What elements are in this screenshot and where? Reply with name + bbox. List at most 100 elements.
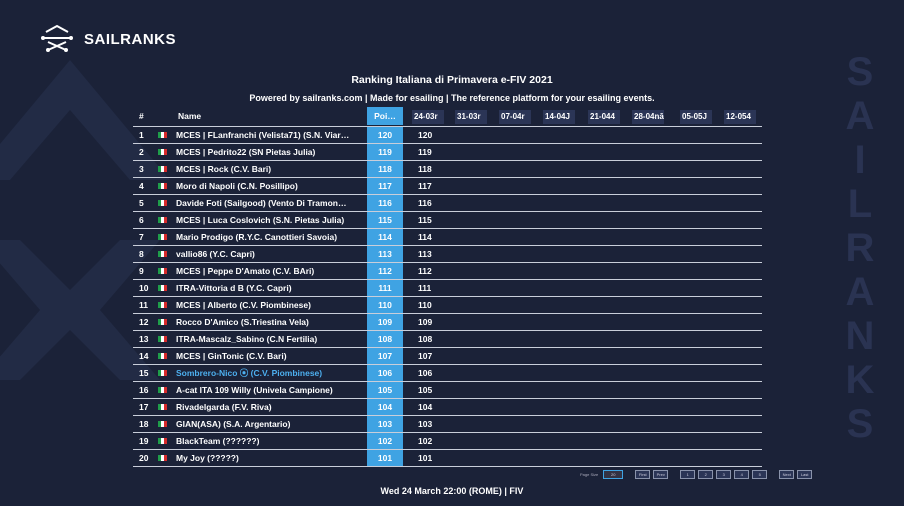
- italy-flag-icon: [158, 132, 167, 138]
- sailor-name[interactable]: Davide Foti (Sailgood) (Vento Di Tramon…: [176, 198, 347, 208]
- points-cell: 105: [367, 382, 403, 398]
- table-row[interactable]: 18 GIAN(ASA) (S.A. Argentario) 103 103: [133, 416, 762, 433]
- table-row[interactable]: 14 MCES | GinTonic (C.V. Bari) 107 107: [133, 348, 762, 365]
- race-score-cell: 109: [418, 317, 433, 327]
- page-number-button[interactable]: 3: [716, 470, 732, 479]
- sailor-name[interactable]: My Joy (?????): [176, 453, 239, 463]
- sailor-name[interactable]: Rocco D'Amico (S.Triestina Vela): [176, 317, 309, 327]
- table-row[interactable]: 13 ITRA-Mascalz_Sabino (C.N Fertilia) 108 1…: [133, 331, 762, 348]
- page-number-button[interactable]: 4: [734, 470, 750, 479]
- rank-cell: 7: [139, 232, 144, 242]
- header-name[interactable]: Name: [178, 111, 202, 121]
- points-cell: 101: [367, 450, 403, 466]
- event-footer: Wed 24 March 22:00 (ROME) | FIV: [380, 486, 524, 496]
- watermark-letter: S: [846, 50, 874, 94]
- table-row[interactable]: 4 Moro di Napoli (C.N. Posillipo) 117 117: [133, 178, 762, 195]
- table-row[interactable]: 8 vallio86 (Y.C. Capri) 113 113: [133, 246, 762, 263]
- prev-page-button[interactable]: Prev: [653, 470, 669, 479]
- sailranks-logo-icon: [41, 24, 73, 52]
- sailor-name[interactable]: vallio86 (Y.C. Capri): [176, 249, 255, 259]
- italy-flag-icon: [158, 319, 167, 325]
- sailor-name[interactable]: ITRA-Vittoria d B (Y.C. Capri): [176, 283, 292, 293]
- italy-flag-icon: [158, 421, 167, 427]
- header-date-column[interactable]: 12-054: [724, 110, 756, 124]
- race-score-cell: 102: [418, 436, 433, 446]
- italy-flag-icon: [158, 336, 167, 342]
- page-size-select[interactable]: 20: [603, 470, 624, 479]
- table-row[interactable]: 11 MCES | Alberto (C.V. Piombinese) 110 110: [133, 297, 762, 314]
- sailor-name[interactable]: ITRA-Mascalz_Sabino (C.N Fertilia): [176, 334, 318, 344]
- header-date-column[interactable]: 05-05J: [680, 110, 712, 124]
- italy-flag-icon: [158, 251, 167, 257]
- points-cell: 106: [367, 365, 403, 381]
- table-row[interactable]: 1 MCES | FLanfranchi (Velista71) (S.N. Vi…: [133, 127, 762, 144]
- sailor-name[interactable]: GIAN(ASA) (S.A. Argentario): [176, 419, 291, 429]
- table-row[interactable]: 15 Sombrero-Nico ⦿ (C.V. Piombinese) 106 10…: [133, 365, 762, 382]
- race-score-cell: 108: [418, 334, 433, 344]
- page-number-button[interactable]: 5: [752, 470, 768, 479]
- race-score-cell: 106: [418, 368, 433, 378]
- sailor-name[interactable]: MCES | FLanfranchi (Velista71) (S.N. Via…: [176, 130, 350, 140]
- sailor-name[interactable]: Moro di Napoli (C.N. Posillipo): [176, 181, 298, 191]
- watermark-letter: I: [854, 138, 866, 182]
- table-row[interactable]: 10 ITRA-Vittoria d B (Y.C. Capri) 111 111: [133, 280, 762, 297]
- race-score-cell: 111: [418, 283, 432, 293]
- race-score-cell: 117: [418, 181, 432, 191]
- italy-flag-icon: [158, 166, 167, 172]
- table-row[interactable]: 9 MCES | Peppe D'Amato (C.V. BAri) 112 112: [133, 263, 762, 280]
- sailor-name[interactable]: MCES | GinTonic (C.V. Bari): [176, 351, 287, 361]
- header-date-column[interactable]: 28-04nā: [632, 110, 664, 124]
- table-row[interactable]: 6 MCES | Luca Coslovich (S.N. Pietas Juli…: [133, 212, 762, 229]
- rank-cell: 16: [139, 385, 149, 395]
- header-date-column[interactable]: 14-04J: [543, 110, 575, 124]
- points-cell: 109: [367, 314, 403, 330]
- table-row[interactable]: 19 BlackTeam (??????) 102 102: [133, 433, 762, 450]
- race-score-cell: 115: [418, 215, 432, 225]
- italy-flag-icon: [158, 149, 167, 155]
- sailor-name[interactable]: MCES | Alberto (C.V. Piombinese): [176, 300, 311, 310]
- last-page-button[interactable]: Last: [797, 470, 813, 479]
- sailor-name[interactable]: A-cat ITA 109 Willy (Univela Campione): [176, 385, 333, 395]
- race-score-cell: 105: [418, 385, 433, 395]
- sailor-name[interactable]: MCES | Rock (C.V. Bari): [176, 164, 272, 174]
- page-number-button[interactable]: 1: [680, 470, 696, 479]
- next-page-button[interactable]: Next: [779, 470, 795, 479]
- sailor-name[interactable]: MCES | Pedrito22 (SN Pietas Julia): [176, 147, 316, 157]
- sailor-name[interactable]: Rivadelgarda (F.V. Riva): [176, 402, 272, 412]
- table-row[interactable]: 5 Davide Foti (Sailgood) (Vento Di Tramon…: [133, 195, 762, 212]
- watermark-letter: L: [847, 182, 873, 226]
- rank-cell: 18: [139, 419, 149, 429]
- ranking-table: # Name Poi… 24-03r 31-03r 07-04r 14-04J 21-0…: [133, 107, 762, 467]
- header-points[interactable]: Poi…: [367, 107, 403, 125]
- points-cell: 119: [367, 144, 403, 160]
- page-number-button[interactable]: 2: [698, 470, 714, 479]
- sailor-name[interactable]: Mario Prodigo (R.Y.C. Canottieri Savoia): [176, 232, 338, 242]
- table-row[interactable]: 16 A-cat ITA 109 Willy (Univela Campione)…: [133, 382, 762, 399]
- sailor-name[interactable]: MCES | Luca Coslovich (S.N. Pietas Julia…: [176, 215, 345, 225]
- italy-flag-icon: [158, 353, 167, 359]
- sailor-name[interactable]: BlackTeam (??????): [176, 436, 260, 446]
- header-date-column[interactable]: 21-044: [588, 110, 620, 124]
- first-page-button[interactable]: First: [635, 470, 651, 479]
- brand-logo[interactable]: SAILRANKS: [40, 24, 176, 54]
- sailor-name[interactable]: MCES | Peppe D'Amato (C.V. BAri): [176, 266, 315, 276]
- table-row[interactable]: 3 MCES | Rock (C.V. Bari) 118 118: [133, 161, 762, 178]
- table-row[interactable]: 7 Mario Prodigo (R.Y.C. Canottieri Savoia…: [133, 229, 762, 246]
- points-cell: 117: [367, 178, 403, 194]
- header-date-column[interactable]: 24-03r: [412, 110, 444, 124]
- header-rank[interactable]: #: [139, 111, 144, 121]
- race-score-cell: 118: [418, 164, 432, 174]
- race-score-cell: 112: [418, 266, 432, 276]
- sailor-name[interactable]: Sombrero-Nico ⦿ (C.V. Piombinese): [176, 368, 323, 378]
- header-date-column[interactable]: 31-03r: [455, 110, 487, 124]
- rank-cell: 17: [139, 402, 149, 412]
- italy-flag-icon: [158, 217, 167, 223]
- table-row[interactable]: 2 MCES | Pedrito22 (SN Pietas Julia) 119 11…: [133, 144, 762, 161]
- table-row[interactable]: 17 Rivadelgarda (F.V. Riva) 104 104: [133, 399, 762, 416]
- italy-flag-icon: [158, 302, 167, 308]
- table-row[interactable]: 20 My Joy (?????) 101 101: [133, 450, 762, 467]
- table-row[interactable]: 12 Rocco D'Amico (S.Triestina Vela) 109 109: [133, 314, 762, 331]
- points-cell: 110: [367, 297, 403, 313]
- header-date-column[interactable]: 07-04r: [499, 110, 531, 124]
